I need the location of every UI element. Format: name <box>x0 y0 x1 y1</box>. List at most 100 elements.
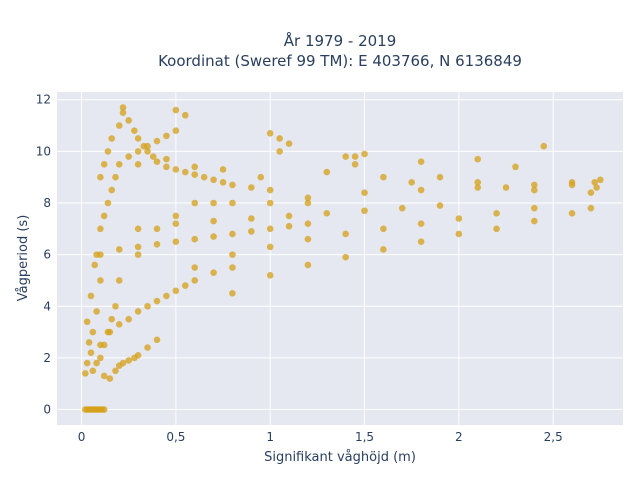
data-point <box>266 225 274 233</box>
x-tick-label: 0 <box>78 430 86 444</box>
data-point <box>285 222 293 230</box>
data-point <box>380 225 387 233</box>
data-point <box>89 367 97 375</box>
data-point <box>285 140 293 147</box>
data-point <box>115 277 123 284</box>
x-tick-label: 1,5 <box>355 430 374 444</box>
data-point <box>266 130 274 137</box>
data-point <box>304 199 312 207</box>
data-point <box>417 186 425 194</box>
data-point <box>285 212 293 220</box>
data-point <box>200 173 208 181</box>
data-point <box>119 109 127 116</box>
data-point <box>100 212 108 220</box>
x-tick-label: 0,5 <box>166 430 185 444</box>
data-point <box>323 168 331 176</box>
data-point <box>172 238 180 246</box>
data-point <box>219 179 227 186</box>
data-point <box>134 225 142 233</box>
data-point <box>172 166 180 173</box>
data-point <box>97 173 104 181</box>
data-point <box>587 189 595 196</box>
data-point <box>153 297 161 305</box>
data-point <box>417 158 425 165</box>
data-point <box>172 212 180 220</box>
data-point <box>417 238 425 246</box>
data-point <box>97 277 104 284</box>
data-point <box>104 199 112 207</box>
data-point <box>125 357 132 364</box>
data-point <box>115 321 123 328</box>
data-points <box>82 104 604 413</box>
data-point <box>93 308 100 315</box>
x-tick-label: 1 <box>266 430 274 444</box>
data-point <box>163 132 170 140</box>
data-point <box>181 111 189 119</box>
y-tick-label: 10 <box>36 144 51 158</box>
data-point <box>115 122 123 129</box>
data-point <box>593 184 600 191</box>
data-point <box>229 199 236 207</box>
data-point <box>163 163 170 171</box>
data-point <box>436 173 444 181</box>
data-point <box>380 246 387 253</box>
chart-title-line1: År 1979 - 2019 <box>284 31 397 50</box>
data-point <box>87 292 95 300</box>
data-point <box>153 336 161 344</box>
y-tick-label: 4 <box>43 299 51 313</box>
data-point <box>131 354 138 362</box>
data-point <box>144 344 151 351</box>
data-point <box>93 251 100 258</box>
data-point <box>568 210 576 217</box>
data-point <box>108 315 116 323</box>
y-tick-label: 6 <box>43 248 51 262</box>
data-point <box>351 160 359 168</box>
data-point <box>93 359 100 367</box>
data-point <box>304 261 312 269</box>
data-point <box>97 354 104 362</box>
data-point <box>276 148 283 155</box>
data-point <box>219 166 227 173</box>
data-point <box>257 173 265 181</box>
data-point <box>191 163 199 171</box>
data-point <box>163 292 170 300</box>
data-point <box>276 135 283 142</box>
data-point <box>91 261 99 269</box>
data-point <box>153 225 161 233</box>
data-point <box>134 251 142 258</box>
data-point <box>361 207 368 215</box>
data-point <box>531 181 538 189</box>
y-tick-label: 12 <box>36 93 51 107</box>
data-point <box>172 220 180 227</box>
data-point <box>531 186 538 194</box>
data-point <box>144 302 151 310</box>
data-point <box>342 153 349 160</box>
data-point <box>342 253 349 261</box>
data-point <box>149 153 157 160</box>
data-point <box>304 220 312 227</box>
data-point <box>502 184 510 191</box>
y-axis-label: Vågperiod (s) <box>16 215 31 302</box>
data-point <box>119 104 127 111</box>
data-point <box>229 251 236 258</box>
x-tick-label: 2,5 <box>544 430 563 444</box>
data-point <box>248 228 255 235</box>
chart-title-line2: Koordinat (Sweref 99 TM): E 403766, N 61… <box>158 52 522 70</box>
data-point <box>181 282 189 289</box>
x-tick-label: 2 <box>455 430 463 444</box>
data-point <box>436 202 444 209</box>
data-point <box>455 230 463 238</box>
data-point <box>191 264 199 271</box>
data-point <box>417 220 425 227</box>
data-point <box>342 230 349 238</box>
data-point <box>229 230 236 238</box>
y-tick-label: 8 <box>43 196 51 210</box>
data-point <box>153 158 161 165</box>
data-point <box>172 106 180 114</box>
data-point <box>474 179 482 186</box>
grid-lines <box>57 92 623 425</box>
data-point <box>112 173 119 181</box>
data-point <box>266 186 274 194</box>
data-point <box>83 359 91 367</box>
data-point <box>134 243 142 251</box>
